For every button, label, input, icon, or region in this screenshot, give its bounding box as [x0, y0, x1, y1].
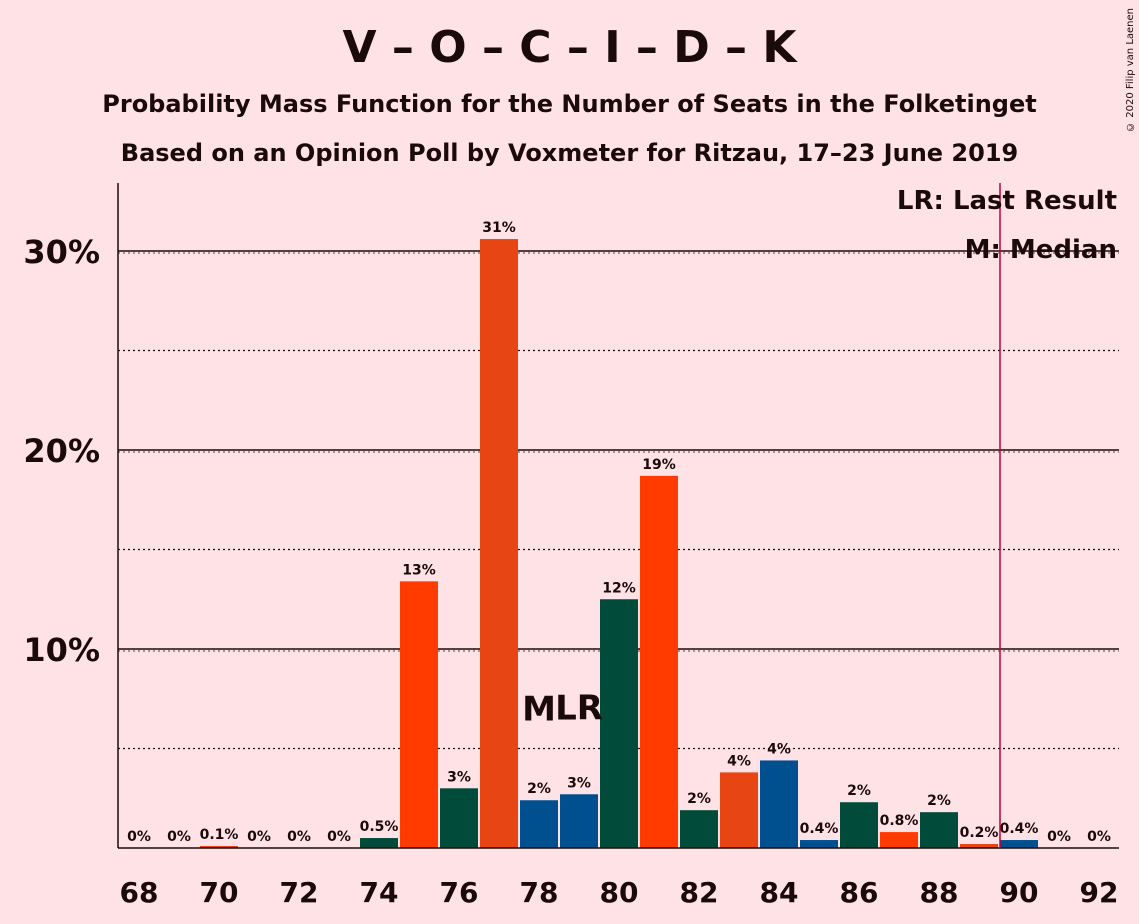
- data-label-seat-76: 3%: [447, 769, 471, 785]
- bar-seat-88: [920, 812, 958, 848]
- x-tick-label: 78: [520, 876, 559, 909]
- y-tick-label: 20%: [23, 432, 100, 470]
- bar-seat-76: [440, 788, 478, 848]
- x-tick-label: 90: [1000, 876, 1039, 909]
- data-label-seat-81: 19%: [642, 457, 676, 473]
- data-label-seat-74: 0.5%: [360, 819, 399, 835]
- data-label-seat-69: 0%: [167, 829, 191, 845]
- bar-seat-77: [480, 239, 518, 848]
- bar-seat-70: [200, 846, 238, 848]
- chart-subtitle-2: Based on an Opinion Poll by Voxmeter for…: [120, 139, 1019, 167]
- x-tick-label: 82: [680, 876, 719, 909]
- data-label-seat-80: 12%: [602, 580, 636, 596]
- x-tick-label: 72: [280, 876, 319, 909]
- bar-seat-79: [560, 794, 598, 848]
- data-label-seat-70: 0.1%: [200, 827, 239, 843]
- bar-seat-74: [360, 838, 398, 848]
- data-label-seat-87: 0.8%: [880, 813, 919, 829]
- x-tick-label: 74: [360, 876, 399, 909]
- data-label-seat-78: 2%: [527, 781, 551, 797]
- data-label-seat-88: 2%: [927, 793, 951, 809]
- bar-seat-84: [760, 760, 798, 848]
- data-label-seat-71: 0%: [247, 829, 271, 845]
- data-label-seat-72: 0%: [287, 829, 311, 845]
- bar-seat-85: [800, 840, 838, 848]
- x-tick-label: 92: [1080, 876, 1119, 909]
- bar-seat-90: [1000, 840, 1038, 848]
- data-label-seat-79: 3%: [567, 775, 591, 791]
- x-tick-label: 70: [200, 876, 239, 909]
- data-label-seat-82: 2%: [687, 791, 711, 807]
- x-tick-label: 84: [760, 876, 799, 909]
- data-label-seat-92: 0%: [1087, 829, 1111, 845]
- y-tick-label: 30%: [23, 233, 100, 271]
- bar-seat-81: [640, 475, 678, 848]
- bar-seat-82: [680, 810, 718, 848]
- data-label-seat-73: 0%: [327, 829, 351, 845]
- bar-seat-87: [880, 832, 918, 848]
- data-label-seat-86: 2%: [847, 783, 871, 799]
- chart-subtitle-1: Probability Mass Function for the Number…: [102, 90, 1037, 118]
- bar-seat-80: [600, 599, 638, 848]
- bar-seat-83: [720, 772, 758, 848]
- x-tick-label: 80: [600, 876, 639, 909]
- x-tick-label: 76: [440, 876, 479, 909]
- data-label-seat-90: 0.4%: [1000, 821, 1039, 837]
- x-tick-label: 88: [920, 876, 959, 909]
- data-label-seat-91: 0%: [1047, 829, 1071, 845]
- legend-last-result: LR: Last Result: [897, 186, 1117, 216]
- chart-title: V – O – C – I – D – K: [342, 22, 797, 73]
- data-label-seat-77: 31%: [482, 220, 516, 236]
- last-result-marker: LR: [555, 689, 603, 729]
- bar-seat-75: [400, 581, 438, 848]
- y-tick-label: 10%: [23, 631, 100, 669]
- x-tick-label: 86: [840, 876, 879, 909]
- legend-median: M: Median: [965, 235, 1117, 265]
- data-label-seat-75: 13%: [402, 562, 436, 578]
- bar-seat-78: [520, 800, 558, 848]
- data-label-seat-68: 0%: [127, 829, 151, 845]
- data-label-seat-85: 0.4%: [800, 821, 839, 837]
- bar-seat-86: [840, 802, 878, 848]
- data-label-seat-89: 0.2%: [960, 825, 999, 841]
- data-label-seat-84: 4%: [767, 741, 791, 757]
- bar-seat-89: [960, 844, 998, 848]
- median-marker: M: [522, 690, 556, 730]
- data-label-seat-83: 4%: [727, 753, 751, 769]
- x-tick-label: 68: [120, 876, 159, 909]
